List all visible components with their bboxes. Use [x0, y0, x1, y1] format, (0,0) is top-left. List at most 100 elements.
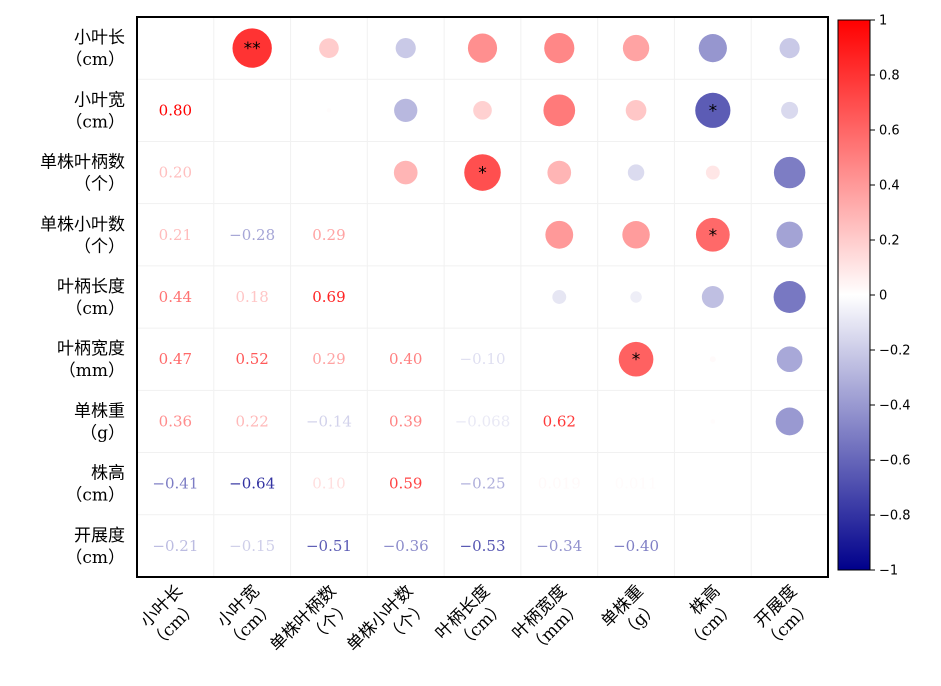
correlation-value-label: 0.59	[389, 475, 422, 493]
correlation-circle	[393, 160, 418, 185]
correlation-value-label: 0.40	[389, 350, 422, 368]
correlation-value-label: 0.10	[312, 475, 345, 493]
correlation-circle	[467, 33, 498, 63]
correlation-circle	[319, 38, 339, 58]
column-label: 叶柄宽度（mm）	[509, 581, 587, 658]
correlation-value-label: 0.20	[159, 164, 192, 182]
row-label-name: 小叶长	[74, 28, 125, 48]
plot-frame	[136, 16, 829, 578]
column-label: 小叶长（cm）	[137, 581, 203, 653]
correlation-circle	[473, 101, 492, 120]
correlation-value-label: 0.29	[312, 350, 345, 368]
correlation-value-label: 0.62	[543, 412, 576, 430]
correlation-circle	[464, 154, 501, 191]
row-label-name: 单株重	[74, 401, 125, 421]
correlation-circle	[543, 94, 576, 127]
correlation-value-label: −0.53	[460, 537, 506, 555]
correlation-value-label: −0.40	[613, 537, 659, 555]
correlation-value-label: −0.21	[152, 537, 198, 555]
row-label-name: 单株叶柄数	[40, 153, 125, 173]
correlation-value-label: −0.34	[536, 537, 582, 555]
correlation-value-label: −0.068	[455, 412, 511, 430]
correlation-value-label: 0.18	[235, 288, 268, 306]
column-label: 单株小叶数（个）	[343, 581, 433, 655]
colorbar-tick-label: −0.2	[879, 344, 911, 359]
correlation-value-label: −0.41	[152, 475, 198, 493]
row-label-unit: （cm）	[65, 112, 125, 132]
row-label-unit: （mm）	[59, 361, 125, 381]
correlation-value-label: −0.36	[383, 537, 429, 555]
correlation-value-label: −0.15	[229, 537, 275, 555]
cell-grid	[137, 17, 828, 577]
colorbar-tick-label: 0.6	[879, 124, 900, 139]
correlation-circle	[547, 160, 572, 185]
correlation-circle	[625, 100, 647, 121]
colorbar-gradient	[837, 19, 871, 571]
row-label-name: 叶柄长度	[57, 277, 125, 297]
correlation-circle	[773, 280, 806, 314]
correlation-circle	[705, 165, 720, 180]
row-label-unit: （个）	[74, 237, 125, 257]
correlation-circle	[545, 220, 574, 249]
correlation-value-label: 0.011	[615, 475, 658, 493]
row-labels: 小叶长（cm）小叶宽（cm）单株叶柄数（个）单株小叶数（个）叶柄长度（cm）叶柄…	[40, 28, 125, 568]
correlation-circle	[326, 108, 332, 113]
colorbar-tick-label: −0.4	[879, 399, 911, 414]
column-label: 单株重（g）	[597, 581, 663, 642]
row-label-name: 小叶宽	[74, 90, 125, 110]
correlation-value-label: −0.28	[229, 226, 275, 244]
column-label: 叶柄长度（cm）	[432, 581, 510, 653]
row-label-unit: （个）	[74, 175, 125, 195]
row-label-name: 叶柄宽度	[57, 339, 125, 359]
correlation-value-label: 0.36	[159, 412, 192, 430]
correlation-circle	[709, 356, 716, 363]
correlation-value-label: 0.21	[159, 226, 192, 244]
correlation-circle	[232, 28, 272, 68]
row-label-unit: （cm）	[65, 486, 125, 506]
significance-marker: **	[244, 39, 261, 59]
significance-marker: *	[478, 164, 487, 184]
chart-marks: ******0.800.200.21 −0.28 0.290.44 0.18 0.690…	[152, 28, 806, 555]
correlation-value-label: −0.25	[460, 475, 506, 493]
column-labels: 小叶长（cm） 小叶宽（cm）单株叶柄数（个）单株小叶数（个）叶柄长度（cm）叶柄…	[137, 581, 817, 658]
colorbar-tick-label: 0.4	[879, 179, 900, 194]
colorbar-tick-label: 0.2	[879, 234, 900, 249]
correlation-value-label: −0.14	[306, 412, 352, 430]
correlation-value-label: −0.64	[229, 475, 275, 493]
row-label-unit: （g）	[80, 423, 125, 443]
correlation-circle	[701, 286, 724, 308]
correlation-value-label: 0.29	[312, 226, 345, 244]
row-label-unit: （cm）	[65, 50, 125, 70]
correlation-circle	[695, 217, 730, 252]
correlation-circle	[775, 407, 804, 436]
colorbar: 1 0.8 0.6 0.4 0.2 0 −0.2 −0.4 −0.6 −0.8 −1	[837, 14, 911, 579]
colorbar-tick-label: 0.8	[879, 69, 900, 84]
column-label: 株高（cm）	[684, 581, 740, 653]
correlation-circle	[779, 38, 800, 59]
column-label: 开展度（cm）	[751, 581, 817, 653]
correlation-value-label: 0.44	[159, 288, 192, 306]
significance-marker: *	[709, 226, 718, 246]
correlation-value-label: 0.39	[389, 412, 422, 430]
correlation-circle	[395, 38, 416, 59]
colorbar-tick-label: −1	[879, 564, 898, 579]
significance-marker: *	[632, 350, 641, 370]
correlation-value-label: 0.52	[235, 350, 268, 368]
correlation-circle	[552, 290, 567, 304]
correlation-circle	[695, 92, 731, 128]
correlation-circle	[622, 221, 650, 249]
correlation-value-label: 0.22	[235, 412, 268, 430]
colorbar-tick-label: −0.6	[879, 454, 911, 469]
correlation-value-label: 0.80	[159, 101, 192, 119]
row-label-name: 株高	[91, 464, 125, 484]
correlation-circle	[630, 291, 642, 303]
correlation-circle	[394, 98, 418, 122]
colorbar-tick-label: 0	[879, 289, 887, 304]
correlation-circle	[776, 346, 803, 373]
column-label: 单株叶柄数（个）	[266, 581, 356, 655]
correlation-circle	[627, 164, 645, 181]
correlation-value-label: 0.69	[312, 288, 345, 306]
correlation-circle	[773, 156, 806, 189]
correlation-circle	[622, 34, 650, 62]
